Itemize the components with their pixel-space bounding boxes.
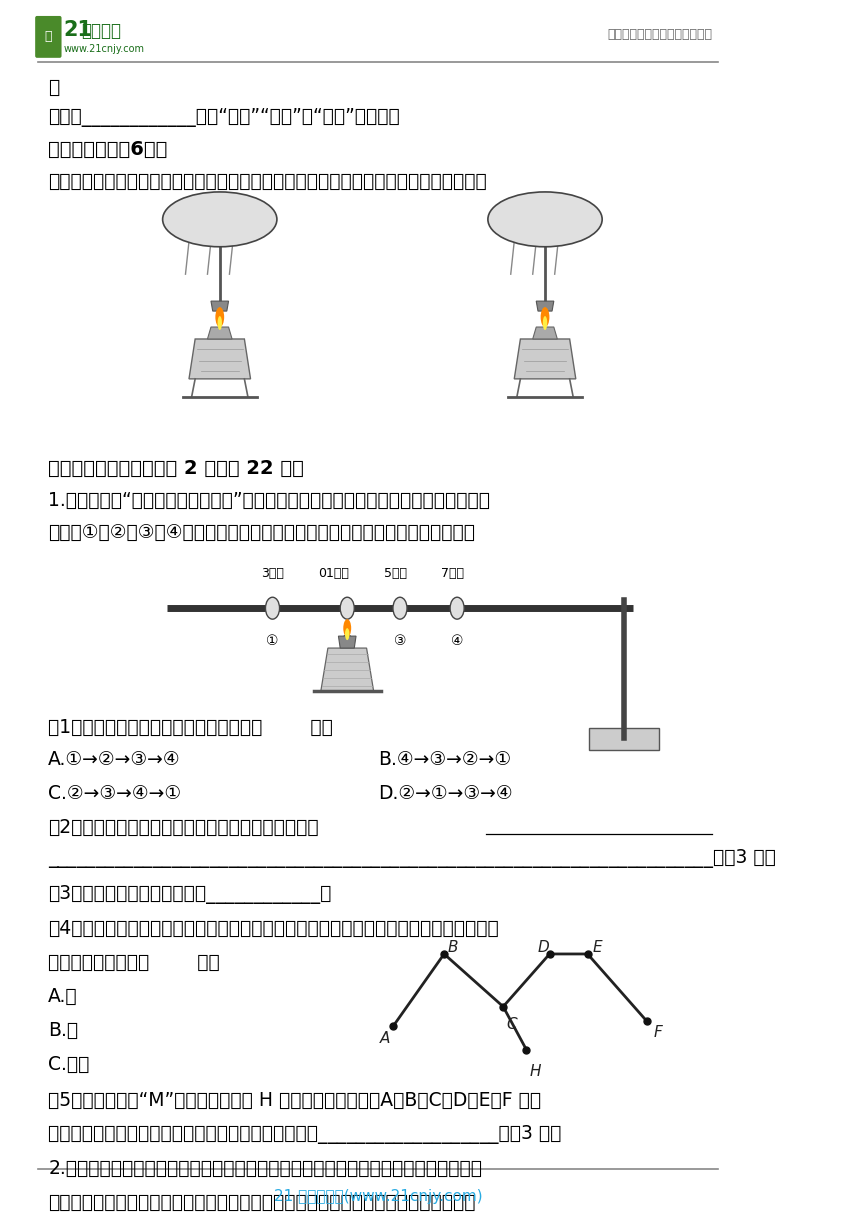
Polygon shape [339,636,356,648]
Polygon shape [532,327,557,339]
Polygon shape [321,648,373,691]
Ellipse shape [393,597,407,619]
Text: ______________________________________________________________________。（3 分）: ________________________________________… [48,850,777,868]
Polygon shape [514,339,576,379]
Text: D.②→①→③→④: D.②→①→③→④ [378,783,513,803]
Ellipse shape [215,308,224,327]
Text: 三、画图题。（6分）: 三、画图题。（6分） [48,140,168,158]
Text: B: B [447,940,458,955]
Text: 中小学教育资源及组卷应用平台: 中小学教育资源及组卷应用平台 [607,28,712,41]
Text: （5）这是一条呈“M”开头的锅条。在 H 点处用酒精灯加热。A、B、C、D、E、F 各点: （5）这是一条呈“M”开头的锅条。在 H 点处用酒精灯加热。A、B、C、D、E、… [48,1091,542,1110]
Text: 21: 21 [64,19,92,40]
FancyBboxPatch shape [35,16,62,58]
Polygon shape [189,339,250,379]
Ellipse shape [543,316,547,330]
Text: ④: ④ [451,634,464,648]
Polygon shape [537,302,554,311]
Text: 21 世纪教育网(www.21cnjy.com): 21 世纪教育网(www.21cnjy.com) [273,1189,482,1205]
Text: 人: 人 [45,30,52,44]
Text: 保温材料包好，定时测量烧瓶中水的温度。实验过程中室温保持不变。他想用这种方法: 保温材料包好，定时测量烧瓶中水的温度。实验过程中室温保持不变。他想用这种方法 [48,1193,476,1211]
Ellipse shape [345,629,349,640]
Ellipse shape [341,597,354,619]
Text: 于水的____________（填“气态”“液态”或“固态”）形式。: 于水的____________（填“气态”“液态”或“固态”）形式。 [48,108,400,126]
Text: B.④→③→②→①: B.④→③→②→① [378,750,511,769]
Text: （1）在加热过程中，蜡环融化的顺序是（        ）。: （1）在加热过程中，蜡环融化的顺序是（ ）。 [48,717,333,737]
Text: A.长: A.长 [48,987,78,1006]
Ellipse shape [163,192,277,247]
Text: 01厘米: 01厘米 [318,568,349,580]
Ellipse shape [541,308,550,327]
Text: 上蜡烛会先后融化。请写出各点蜡烛燕化的先后顺序是___________________。（3 分）: 上蜡烛会先后融化。请写出各点蜡烛燕化的先后顺序是________________… [48,1125,562,1144]
Text: 3厘米: 3厘米 [261,568,284,580]
Text: 2.小科在两个同样的烧瓶中灸满水，加热到相同的温度后分别用厚度相同的甲、乙两种: 2.小科在两个同样的烧瓶中灸满水，加热到相同的温度后分别用厚度相同的甲、乙两种 [48,1159,482,1177]
Text: 1.同学们在做“热在金属条中的传递”实验，如图，在一段铁棒上每隔一段距离套一个蜡: 1.同学们在做“热在金属条中的传递”实验，如图，在一段铁棒上每隔一段距离套一个蜡 [48,490,490,510]
Text: 四、实验探究题。（每空 2 分，共 22 分）: 四、实验探究题。（每空 2 分，共 22 分） [48,458,304,478]
Text: B.短: B.短 [48,1021,78,1040]
Text: 世纪教育: 世纪教育 [81,22,121,40]
Bar [589,728,660,750]
Text: C.一样: C.一样 [48,1054,89,1074]
Ellipse shape [488,192,602,247]
Text: 下面是涂有蜡的金属圆片，酒精灯表示加热的位置。试画出热在金属圆片中的传递方向。: 下面是涂有蜡的金属圆片，酒精灯表示加热的位置。试画出热在金属圆片中的传递方向。 [48,171,487,191]
Text: C.②→③→④→①: C.②→③→④→① [48,783,181,803]
Ellipse shape [450,597,464,619]
Text: ②: ② [341,634,353,648]
Text: E: E [593,940,603,955]
Text: ①: ① [267,634,279,648]
Polygon shape [211,302,229,311]
Text: 7厘米: 7厘米 [441,568,464,580]
Ellipse shape [218,316,222,330]
Text: （2）从蜡环燕化的顺序可以分析得出热的传递规律是: （2）从蜡环燕化的顺序可以分析得出热的传递规律是 [48,817,319,837]
Text: ③: ③ [394,634,406,648]
Text: D: D [538,940,549,955]
Text: 环（用①、②、③、④表示），将铁棒一端固定在铁架台上，酒精灯在中间加热。: 环（用①、②、③、④表示），将铁棒一端固定在铁架台上，酒精灯在中间加热。 [48,523,476,541]
Text: 属: 属 [48,78,59,97]
Text: （4）将铁棒换成同样粗细的锅棒，其他条件不变，那么从开始加热到最后一个蜡环掉落，: （4）将铁棒换成同样粗细的锅棒，其他条件不变，那么从开始加热到最后一个蜡环掉落， [48,919,499,939]
Ellipse shape [343,619,351,637]
Text: 所需的时间比原来（        ）。: 所需的时间比原来（ ）。 [48,953,220,972]
Text: 5厘米: 5厘米 [384,568,407,580]
Text: A: A [379,1031,390,1046]
Text: www.21cnjy.com: www.21cnjy.com [64,44,144,54]
Text: F: F [654,1025,662,1040]
Ellipse shape [266,597,280,619]
Text: C: C [507,1017,518,1031]
Polygon shape [207,327,232,339]
Text: （3）热在铁棒上的传递方式是____________。: （3）热在铁棒上的传递方式是____________。 [48,885,332,905]
Text: H: H [530,1064,542,1079]
Text: A.①→②→③→④: A.①→②→③→④ [48,750,181,769]
